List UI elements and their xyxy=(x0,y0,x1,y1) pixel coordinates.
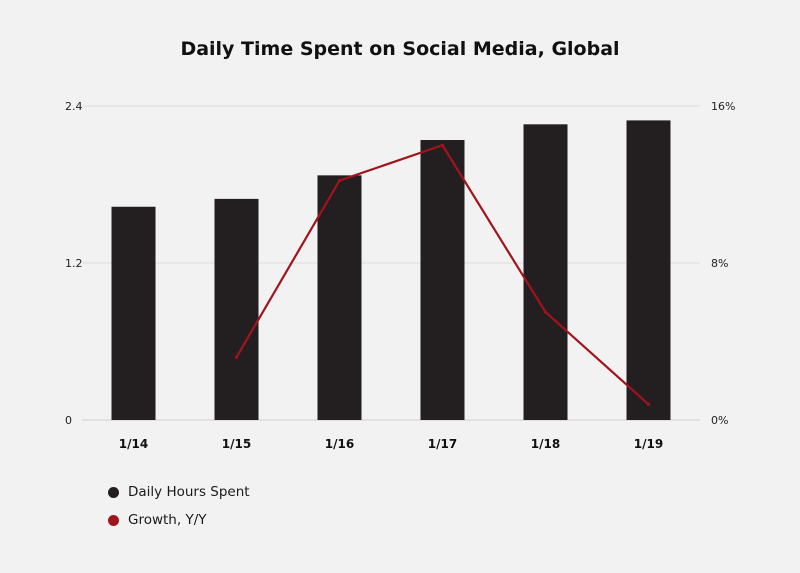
y-left-tick-label: 2.4 xyxy=(65,100,83,113)
chart-title: Daily Time Spent on Social Media, Global xyxy=(180,38,620,60)
y-left-tick-label: 1.2 xyxy=(65,257,83,270)
growth-point xyxy=(234,355,239,359)
legend-label-bars: Daily Hours Spent xyxy=(128,484,250,500)
legend-item-line: Growth, Y/Y xyxy=(108,512,250,528)
growth-point xyxy=(440,143,445,147)
growth-point xyxy=(543,310,548,314)
x-tick-label: 1/15 xyxy=(222,437,251,451)
y-right-tick-label: 8% xyxy=(711,257,728,270)
legend-marker-bars xyxy=(108,486,119,498)
bar xyxy=(214,198,259,420)
legend-label-line: Growth, Y/Y xyxy=(128,512,207,528)
legend-item-bars: Daily Hours Spent xyxy=(108,484,250,500)
bar xyxy=(523,124,568,421)
legend-marker-line xyxy=(108,514,119,526)
growth-point xyxy=(646,402,651,406)
y-right-tick-label: 0% xyxy=(711,414,728,427)
x-tick-label: 1/19 xyxy=(634,437,663,451)
chart-legend: Daily Hours Spent Growth, Y/Y xyxy=(108,484,250,540)
x-tick-label: 1/16 xyxy=(325,437,354,451)
bar xyxy=(111,206,156,420)
bar xyxy=(420,140,465,420)
growth-point xyxy=(337,178,342,183)
bar xyxy=(317,175,362,420)
x-tick-label: 1/14 xyxy=(119,437,148,451)
x-tick-label: 1/17 xyxy=(428,437,457,451)
y-right-tick-label: 16% xyxy=(711,100,735,113)
y-left-tick-label: 0 xyxy=(65,414,72,427)
bar xyxy=(626,120,671,421)
x-tick-label: 1/18 xyxy=(531,437,560,451)
